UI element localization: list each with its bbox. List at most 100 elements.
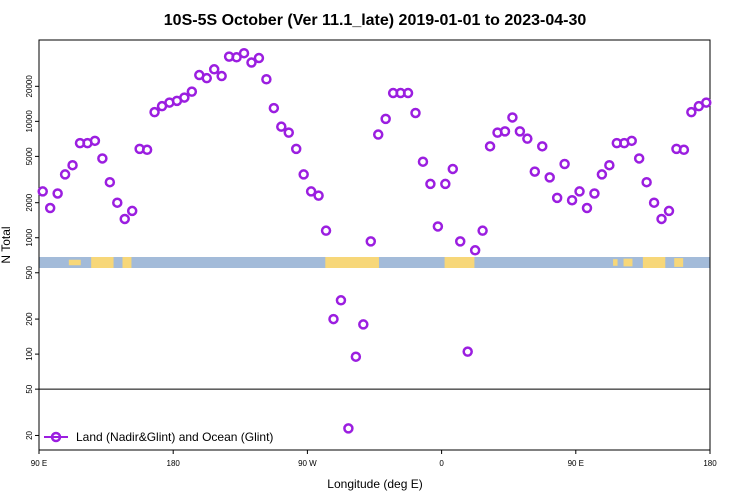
y-tick-label: 100 — [25, 347, 34, 361]
data-point — [350, 351, 362, 362]
data-point — [358, 319, 369, 330]
legend-label: Land (Nadir&Glint) and Ocean (Glint) — [76, 430, 273, 444]
data-point — [537, 141, 548, 152]
data-point — [179, 92, 190, 103]
data-point — [529, 166, 541, 177]
x-tick-label: 90 E — [31, 459, 47, 468]
y-tick-label: 50 — [25, 384, 34, 393]
y-tick-label: 1000 — [25, 228, 34, 246]
data-point — [447, 163, 459, 175]
y-tick-label: 20000 — [25, 75, 34, 98]
data-point — [343, 423, 354, 434]
data-point — [656, 213, 667, 225]
data-point — [104, 176, 116, 188]
x-tick-label: 90 W — [298, 459, 317, 468]
x-tick-label: 180 — [703, 459, 717, 468]
data-point — [186, 86, 198, 97]
data-point — [402, 87, 414, 99]
data-point — [574, 186, 585, 197]
data-point — [589, 188, 600, 199]
data-point — [641, 176, 652, 188]
y-tick-label: 20 — [25, 430, 34, 439]
data-point — [633, 153, 645, 164]
y-axis-label: N Total — [0, 226, 13, 263]
land-patch — [623, 258, 633, 267]
y-axis: 20 50 100 200 500 1000 2000 5000 10000 20000 — [25, 75, 39, 440]
data-point — [305, 186, 317, 197]
data-point — [701, 97, 712, 108]
data-point — [544, 172, 555, 183]
x-axis: 90 E 180 90 W 0 90 E 180 — [31, 450, 717, 468]
data-point — [335, 295, 347, 306]
data-point — [477, 225, 488, 236]
legend: Land (Nadir&Glint) and Ocean (Glint) — [44, 430, 273, 444]
data-point — [126, 205, 138, 217]
legend-marker — [50, 431, 62, 443]
land-band — [68, 257, 684, 268]
data-point — [596, 169, 608, 180]
data-point — [313, 190, 324, 201]
data-point — [566, 194, 578, 206]
data-point — [231, 52, 242, 63]
y-tick-label: 5000 — [25, 147, 34, 165]
data-point — [119, 213, 130, 225]
data-point — [201, 72, 212, 84]
data-point — [290, 143, 302, 155]
y-tick-label: 2000 — [25, 193, 34, 211]
y-tick-label: 200 — [25, 312, 34, 326]
data-point — [469, 245, 481, 256]
land-patch — [642, 257, 666, 268]
data-point — [663, 205, 675, 217]
land-patch — [444, 257, 475, 268]
data-point — [52, 188, 63, 199]
data-point — [97, 153, 108, 164]
data-point — [216, 70, 227, 82]
data-point — [372, 129, 384, 140]
x-tick-label: 0 — [439, 459, 444, 468]
data-point — [59, 169, 71, 180]
land-patch — [68, 259, 81, 266]
data-point — [678, 144, 690, 156]
land-patch — [325, 257, 379, 268]
x-tick-label: 90 E — [568, 459, 584, 468]
data-point — [89, 135, 101, 147]
data-point — [410, 107, 421, 119]
data-point — [499, 126, 511, 137]
data-point — [276, 121, 287, 132]
data-point — [112, 197, 123, 208]
data-point — [149, 106, 160, 118]
data-point — [559, 158, 570, 170]
data-point — [44, 202, 56, 214]
chart-title: 10S-5S October (Ver 11.1_late) 2019-01-0… — [164, 12, 587, 29]
data-point — [320, 225, 332, 236]
data-point — [432, 221, 444, 232]
land-patch — [122, 257, 132, 268]
data-point — [626, 135, 637, 147]
land-patch — [613, 259, 618, 266]
data-point — [141, 144, 153, 156]
data-point — [298, 169, 309, 180]
data-point — [328, 313, 339, 325]
data-point — [365, 236, 377, 247]
plot-frame — [38, 39, 711, 451]
data-point — [507, 112, 518, 123]
data-points — [37, 47, 712, 434]
data-point — [380, 113, 391, 125]
x-tick-label: 180 — [167, 459, 181, 468]
data-point — [67, 159, 78, 171]
y-tick-label: 500 — [25, 266, 34, 280]
data-point — [238, 47, 250, 59]
data-point — [283, 127, 295, 138]
data-point — [208, 64, 220, 75]
data-point — [261, 73, 272, 85]
data-point — [581, 202, 593, 214]
data-point — [604, 159, 615, 171]
data-point — [551, 192, 563, 204]
data-point — [454, 236, 466, 247]
data-point — [484, 141, 496, 152]
data-point — [440, 178, 451, 190]
data-point — [417, 156, 429, 167]
x-axis-label: Longitude (deg E) — [327, 477, 422, 491]
data-point — [268, 102, 280, 114]
data-point — [246, 57, 257, 68]
